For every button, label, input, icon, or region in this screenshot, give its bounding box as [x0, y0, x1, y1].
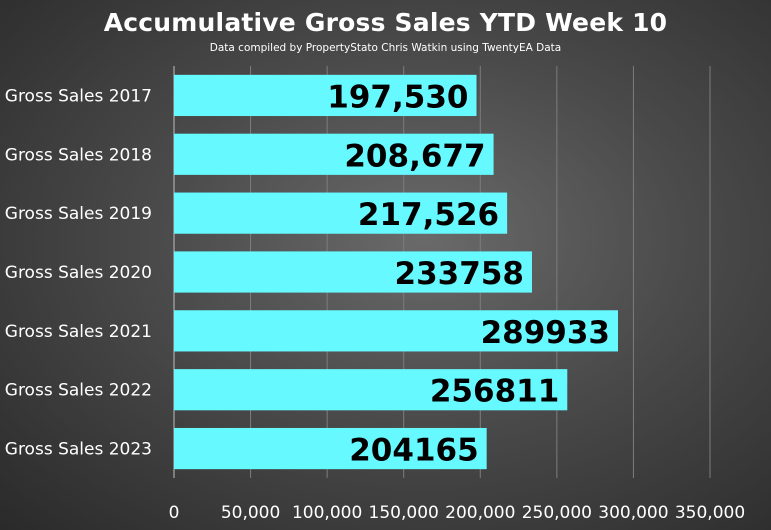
bar	[174, 427, 487, 470]
category-label: Gross Sales 2021	[5, 322, 152, 342]
x-tick-label: 100,000	[292, 503, 362, 523]
data-label: 256811	[430, 374, 559, 410]
x-tick-label: 150,000	[369, 503, 439, 523]
data-label: 289933	[481, 315, 610, 351]
data-label: 197,530	[327, 79, 468, 115]
category-label: Gross Sales 2019	[5, 204, 152, 224]
bar	[174, 369, 568, 411]
data-label: 204165	[349, 433, 478, 469]
data-label: 217,526	[358, 197, 499, 233]
x-tick-label: 350,000	[675, 503, 745, 523]
x-tick-label: 250,000	[522, 503, 592, 523]
category-label: Gross Sales 2022	[5, 381, 152, 401]
x-tick-label: 0	[169, 503, 180, 523]
category-label: Gross Sales 2020	[5, 263, 152, 283]
category-label: Gross Sales 2023	[5, 440, 152, 460]
x-tick-label: 200,000	[445, 503, 515, 523]
bar	[174, 310, 619, 352]
x-tick-label: 300,000	[598, 503, 668, 523]
bar	[174, 192, 508, 234]
x-tick-label: 50,000	[221, 503, 280, 523]
data-label: 208,677	[344, 138, 485, 174]
bar	[174, 251, 532, 293]
bar	[174, 133, 494, 175]
data-label: 233758	[395, 256, 524, 292]
chart-title: Accumulative Gross Sales YTD Week 10	[103, 8, 668, 37]
category-label: Gross Sales 2017	[5, 86, 152, 106]
category-label: Gross Sales 2018	[5, 145, 152, 165]
bar	[174, 74, 477, 117]
chart-subtitle: Data compiled by PropertyStato Chris Wat…	[209, 42, 562, 54]
